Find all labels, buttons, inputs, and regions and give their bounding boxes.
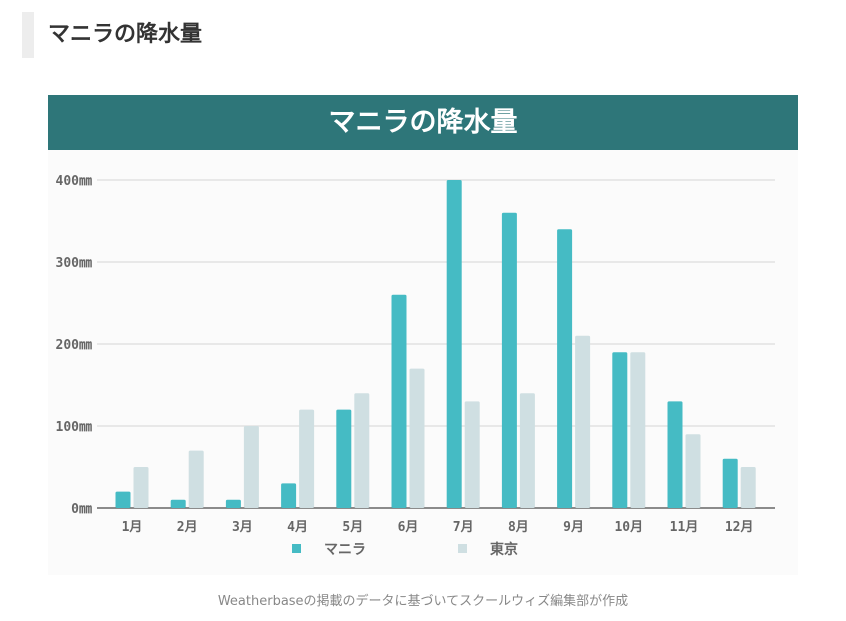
bar-tokyo: [685, 434, 701, 508]
x-tick-label: 4月: [287, 520, 308, 535]
bar-manila: [336, 409, 352, 508]
bar-tokyo: [133, 467, 149, 508]
legend-swatch-1: [458, 544, 467, 553]
bar-manila: [667, 401, 683, 508]
x-tick-label: 1月: [122, 520, 143, 535]
page-heading: マニラの降水量: [22, 12, 202, 58]
source-caption: Weatherbaseの掲載のデータに基づいてスクールウィズ編集部が作成: [217, 594, 629, 609]
y-tick-label: 400㎜: [56, 174, 92, 189]
x-tick-label: 6月: [398, 520, 419, 535]
bar-manila: [115, 491, 131, 508]
y-tick-label: 200㎜: [56, 338, 92, 353]
bar-tokyo: [354, 393, 370, 508]
chart-area: 0㎜ 100㎜ 200㎜ 300㎜ 400㎜ 1月 2月 3月 4月 5月 6月 7月 8月 9月 10月 1…: [48, 150, 798, 575]
bar-tokyo: [243, 426, 259, 508]
bar-manila: [281, 483, 297, 508]
bar-tokyo: [299, 409, 315, 508]
legend-label: マニラ: [324, 542, 366, 558]
bar-manila: [501, 212, 517, 509]
y-tick-label: 0㎜: [71, 502, 92, 517]
x-tick-label: 9月: [563, 520, 584, 535]
bar-manila: [170, 499, 186, 508]
x-tick-label: 12月: [725, 520, 754, 535]
bar-tokyo: [188, 450, 204, 508]
bar-manila: [391, 294, 407, 508]
bar-manila: [557, 229, 573, 508]
bar-tokyo: [740, 467, 756, 508]
x-tick-label: 10月: [614, 520, 643, 535]
y-tick-label: 300㎜: [56, 256, 92, 271]
bar-manila: [722, 458, 738, 508]
bar-manila: [225, 499, 241, 508]
bar-tokyo: [575, 335, 591, 508]
bar-tokyo: [519, 393, 535, 508]
x-tick-label: 11月: [670, 520, 699, 535]
legend-label: 東京: [490, 541, 518, 558]
bar-tokyo: [409, 368, 425, 508]
bar-tokyo: [464, 401, 480, 508]
legend-swatch-0: [292, 544, 301, 553]
x-tick-label: 7月: [453, 520, 474, 535]
y-tick-label: 100㎜: [56, 420, 92, 435]
x-tick-label: 5月: [342, 520, 363, 535]
chart-title: マニラの降水量: [48, 95, 798, 150]
bar-manila: [446, 180, 462, 508]
bar-chart: 0㎜ 100㎜ 200㎜ 300㎜ 400㎜ 1月 2月 3月 4月 5月 6月 7月 8月 9月 10月 1…: [56, 174, 775, 558]
bar-manila: [612, 352, 628, 508]
x-tick-label: 3月: [232, 520, 253, 535]
x-tick-label: 2月: [177, 520, 198, 535]
x-tick-label: 8月: [508, 520, 529, 535]
bar-tokyo: [630, 352, 646, 508]
